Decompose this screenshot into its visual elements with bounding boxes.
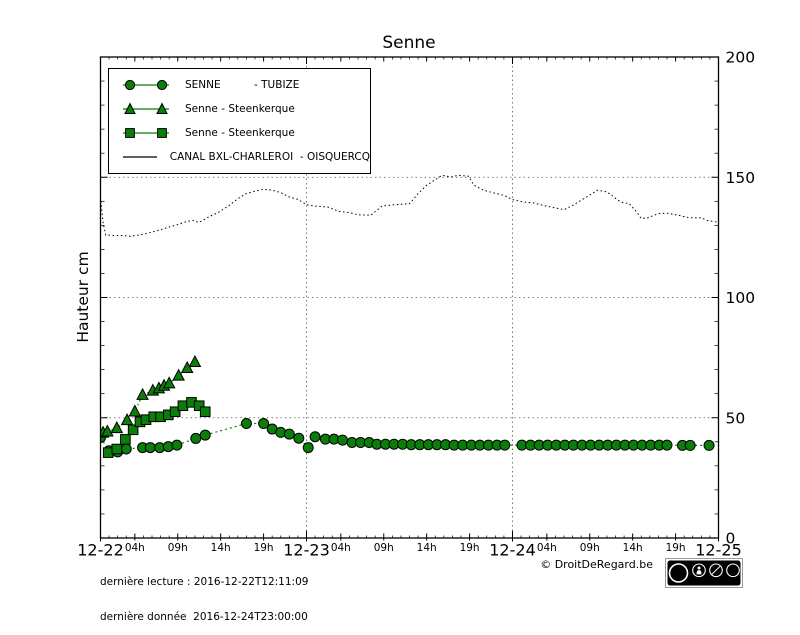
square-marker-icon (123, 128, 169, 138)
last-reading-text: dernière lecture : 2016-12-22T12:11:09 (100, 576, 309, 588)
svg-text:12-25: 12-25 (695, 541, 742, 560)
y-axis-labels: 0 50 100 150 200 (726, 49, 756, 548)
plot-border (99, 56, 720, 539)
plot-area: 12-22 12-23 12-24 12-25 04h 09h 14h 19h 04h 09h 14… (77, 49, 756, 560)
svg-text:19h: 19h (666, 542, 686, 554)
cc-license-badge: CC $ ↻ BY NC SA (665, 558, 743, 588)
legend-item-label: SENNE - TUBIZE (185, 79, 300, 91)
by-label: BY (696, 580, 702, 586)
svg-text:14h: 14h (417, 542, 437, 554)
svg-text:50: 50 (726, 409, 746, 427)
svg-text:09h: 09h (168, 542, 188, 554)
svg-text:19h: 19h (254, 542, 274, 554)
chart-title: Senne (382, 33, 436, 53)
data-series (100, 174, 717, 458)
svg-text:14h: 14h (211, 542, 231, 554)
legend-item-label: Senne - Steenkerque (185, 103, 295, 115)
line-marker-icon (123, 156, 157, 158)
legend-item-label: CANAL BXL-CHARLEROI - OISQUERCQ (169, 151, 370, 163)
series-triangles (100, 354, 202, 438)
svg-text:12-24: 12-24 (489, 541, 536, 560)
x-axis-labels: 12-22 12-23 12-24 12-25 04h 09h 14h 19h 04h 09h 14… (77, 541, 742, 560)
series-canal-line (100, 174, 717, 237)
sa-icon: ↻ (726, 563, 740, 578)
svg-text:14h: 14h (623, 542, 643, 554)
svg-text:04h: 04h (331, 542, 351, 554)
svg-text:CC: CC (672, 569, 684, 579)
svg-text:12-22: 12-22 (77, 541, 124, 560)
series-circles (100, 418, 715, 458)
svg-text:0: 0 (726, 530, 736, 548)
svg-text:100: 100 (726, 289, 756, 307)
copyright: © DroitDeRegard.be (540, 558, 653, 571)
svg-text:↻: ↻ (729, 567, 737, 577)
legend-item-canal: CANAL BXL-CHARLEROI - OISQUERCQ (109, 145, 370, 169)
svg-text:150: 150 (726, 169, 756, 187)
legend-item-label: Senne - Steenkerque (185, 127, 295, 139)
svg-text:200: 200 (726, 49, 756, 67)
svg-text:09h: 09h (374, 542, 394, 554)
gridlines (100, 57, 719, 538)
svg-text:12-23: 12-23 (283, 541, 330, 560)
legend-item-tubize: SENNE - TUBIZE (109, 73, 370, 97)
svg-text:19h: 19h (460, 542, 480, 554)
triangle-marker-icon (123, 102, 169, 114)
legend-item-steenkerque-1: Senne - Steenkerque (109, 97, 370, 121)
by-icon (692, 563, 706, 578)
series-squares (102, 397, 211, 458)
last-data-text: dernière donnée 2016-12-24T23:00:00 (100, 610, 308, 623)
svg-text:04h: 04h (125, 542, 145, 554)
svg-text:09h: 09h (580, 542, 600, 554)
nc-icon: $ (709, 563, 723, 578)
svg-text:04h: 04h (537, 542, 557, 554)
legend: SENNE - TUBIZE Senne - Steenkerque Senne… (108, 68, 371, 174)
footer-timestamps: dernière lecture : 2016-12-22T12:11:09 d… (100, 554, 308, 635)
cc-icon: CC (668, 563, 689, 583)
legend-item-steenkerque-2: Senne - Steenkerque (109, 121, 370, 145)
nc-label: NC (713, 580, 721, 586)
sa-label: SA (730, 580, 737, 586)
circle-marker-icon (123, 79, 169, 91)
